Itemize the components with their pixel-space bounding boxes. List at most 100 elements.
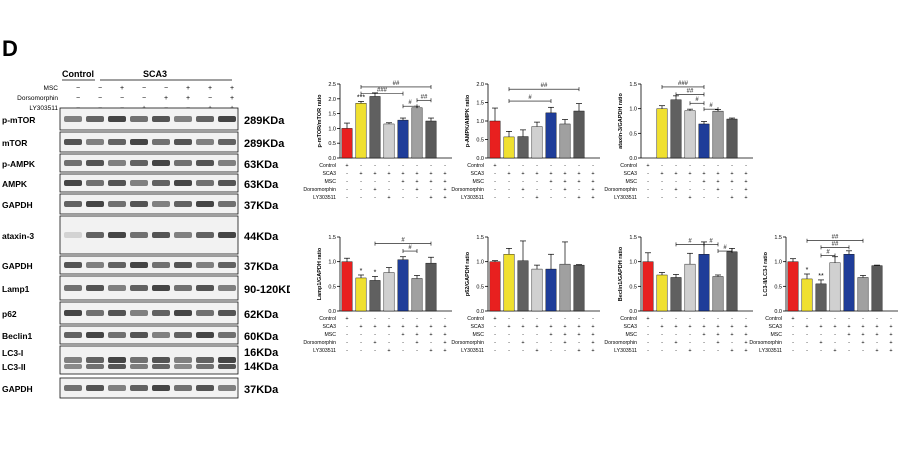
condition-sign: - [346, 332, 348, 338]
blot-band-label: GAPDH [2, 200, 33, 210]
condition-sign: - [430, 163, 432, 169]
condition-sign: + [443, 340, 446, 346]
significance-star: *** [357, 94, 365, 101]
condition-sign: - [346, 179, 348, 185]
blot-band [108, 364, 126, 369]
condition-sign: + [688, 195, 691, 201]
blot-band [86, 357, 104, 363]
condition-sign: - [402, 195, 404, 201]
blot-band [64, 285, 82, 291]
condition-sign: + [563, 187, 566, 193]
condition-sign: - [661, 316, 663, 322]
condition-sign: + [577, 179, 580, 185]
condition-sign: - [374, 316, 376, 322]
bar [369, 280, 381, 312]
condition-row-label: Control [319, 163, 336, 169]
condition-sign: - [647, 179, 649, 185]
condition-sign: + [387, 348, 390, 354]
blot-band [130, 364, 148, 369]
blot-band [108, 357, 126, 363]
condition-sign: - [360, 163, 362, 169]
blot-treatment-sign: − [120, 95, 124, 102]
blot-band [174, 262, 192, 268]
condition-sign: + [507, 324, 510, 330]
condition-sign: + [577, 171, 580, 177]
condition-sign: + [521, 324, 524, 330]
y-tick-label: 1.5 [629, 235, 637, 241]
blot-band [174, 139, 192, 145]
condition-sign: + [730, 348, 733, 354]
blot-treatment-sign: − [142, 95, 146, 102]
blot-band-label: mTOR [2, 138, 27, 148]
bracket-label: # [408, 245, 412, 251]
blot-band-size: 44KDa [244, 231, 279, 243]
condition-sign: + [535, 171, 538, 177]
blot-band [174, 332, 192, 338]
condition-sign: - [416, 163, 418, 169]
condition-sign: + [805, 324, 808, 330]
condition-sign: + [861, 324, 864, 330]
condition-sign: + [443, 171, 446, 177]
blot-treatment-sign: − [98, 95, 102, 102]
panel-label: D [2, 36, 18, 61]
blot-band [196, 232, 214, 238]
bar [425, 120, 437, 159]
blot-band [152, 180, 170, 186]
condition-sign: - [592, 316, 594, 322]
condition-row-label: LY303511 [461, 348, 484, 354]
blot-band [108, 180, 126, 186]
condition-row-label: Dorsomorphin [749, 340, 782, 346]
chart-0: 0.00.51.01.52.02.5p-mTOR/mTOR ratio ***##… [303, 81, 452, 201]
condition-sign: - [360, 316, 362, 322]
condition-row-label: LY303511 [313, 195, 336, 201]
blot-band [108, 332, 126, 338]
condition-row-label: Dorsomorphin [604, 340, 637, 346]
y-tick-label: 2.5 [328, 82, 336, 88]
blot-band-size: 90-120KDa [244, 284, 290, 296]
blot-band-size: 63KDa [244, 159, 279, 171]
y-tick-label: 1.0 [476, 260, 484, 266]
blot-membrane [59, 301, 239, 325]
condition-sign: - [806, 316, 808, 322]
condition-sign: + [443, 187, 446, 193]
condition-sign: - [360, 179, 362, 185]
condition-sign: - [402, 316, 404, 322]
blot-band-size: 37KDa [244, 384, 279, 396]
condition-sign: - [388, 340, 390, 346]
condition-sign: - [550, 348, 552, 354]
bracket-label: # [723, 245, 727, 251]
condition-sign: + [591, 324, 594, 330]
blot-band [64, 232, 82, 238]
blot-band [108, 232, 126, 238]
blot-band [86, 160, 104, 166]
condition-row-label: LY303511 [313, 348, 336, 354]
blot-band [86, 310, 104, 316]
condition-sign: - [717, 348, 719, 354]
blot-band-label: Lamp1 [2, 284, 30, 294]
condition-row-label: SCA3 [623, 171, 637, 177]
condition-sign: + [429, 171, 432, 177]
blot-band [218, 116, 236, 122]
condition-sign: - [647, 195, 649, 201]
condition-sign: - [550, 163, 552, 169]
bar [545, 112, 557, 159]
blot-band [174, 357, 192, 363]
blot-band [218, 201, 236, 207]
condition-sign: + [359, 324, 362, 330]
condition-sign: + [359, 171, 362, 177]
condition-sign: - [675, 163, 677, 169]
bar [397, 259, 409, 312]
blot-band [130, 201, 148, 207]
condition-sign: + [577, 332, 580, 338]
condition-sign: - [792, 332, 794, 338]
condition-sign: - [550, 316, 552, 322]
bar [559, 123, 571, 159]
blot-band [152, 332, 170, 338]
blot-treatment-sign: − [142, 85, 146, 92]
y-axis-label: LC3-II/LC3-I ratio [763, 251, 769, 296]
condition-sign: - [346, 324, 348, 330]
condition-sign: + [563, 340, 566, 346]
blot-band [152, 385, 170, 391]
blot-band [196, 180, 214, 186]
bar [397, 119, 409, 159]
